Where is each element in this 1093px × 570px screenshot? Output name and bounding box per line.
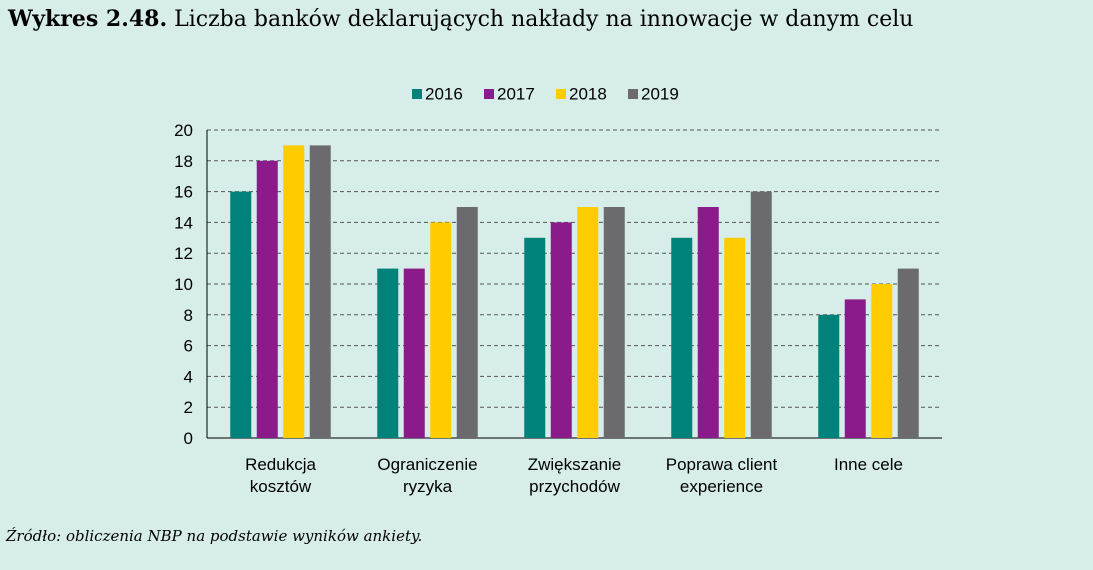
bar	[309, 145, 331, 438]
legend-label: 2019	[641, 85, 679, 104]
bar	[577, 207, 599, 438]
x-tick-label: Poprawa client	[666, 455, 778, 474]
y-tick-label: 0	[184, 429, 193, 448]
bar	[283, 145, 305, 438]
y-tick-label: 20	[174, 121, 193, 140]
bar	[524, 237, 546, 438]
bar	[550, 222, 572, 438]
legend-swatch	[556, 89, 566, 99]
bar	[403, 268, 425, 438]
bar	[750, 191, 772, 438]
x-tick-label: przychodów	[529, 477, 620, 496]
bar	[603, 207, 625, 438]
y-tick-label: 16	[174, 183, 193, 202]
bar	[256, 160, 278, 439]
x-tick-label: Inne cele	[834, 455, 903, 474]
bar	[456, 207, 478, 438]
legend-swatch	[484, 89, 494, 99]
legend-label: 2018	[569, 85, 607, 104]
bar	[897, 268, 919, 438]
legend-swatch	[628, 89, 638, 99]
x-tick-label: ryzyka	[403, 477, 453, 496]
y-tick-label: 2	[184, 398, 193, 417]
x-tick-label: Ograniczenie	[377, 455, 477, 474]
x-tick-label: Redukcja	[245, 455, 316, 474]
y-tick-label: 18	[174, 152, 193, 171]
bar-chart: 0 2 4 6 8 10 12 14 16 18 20 Redukcja kosztów Ogranicz…	[174, 85, 942, 496]
bar	[871, 284, 893, 438]
legend-swatch	[412, 89, 422, 99]
legend-label: 2017	[497, 85, 535, 104]
bar	[671, 237, 693, 438]
figure-title-text: Liczba banków deklarujących nakłady na i…	[174, 7, 914, 32]
x-tick-label: experience	[680, 477, 763, 496]
y-tick-label: 8	[184, 306, 193, 325]
bar	[430, 222, 452, 438]
bar	[377, 268, 399, 438]
y-tick-label: 4	[184, 367, 193, 386]
bar	[697, 207, 719, 438]
figure-number: Wykres 2.48.	[8, 6, 168, 32]
x-tick-label: kosztów	[250, 477, 312, 496]
bar	[724, 237, 746, 438]
legend-label: 2016	[425, 85, 463, 104]
bar	[818, 314, 840, 438]
x-tick-label: Zwiększanie	[528, 455, 622, 474]
source-note: Źródło: obliczenia NBP na podstawie wyni…	[6, 527, 423, 545]
y-tick-label: 6	[184, 337, 193, 356]
figure-title: Wykres 2.48. Liczba banków deklarujących…	[8, 6, 913, 32]
bar	[230, 191, 252, 438]
y-tick-label: 14	[174, 213, 193, 232]
y-tick-label: 12	[174, 244, 193, 263]
bar	[844, 299, 866, 438]
y-tick-label: 10	[174, 275, 193, 294]
